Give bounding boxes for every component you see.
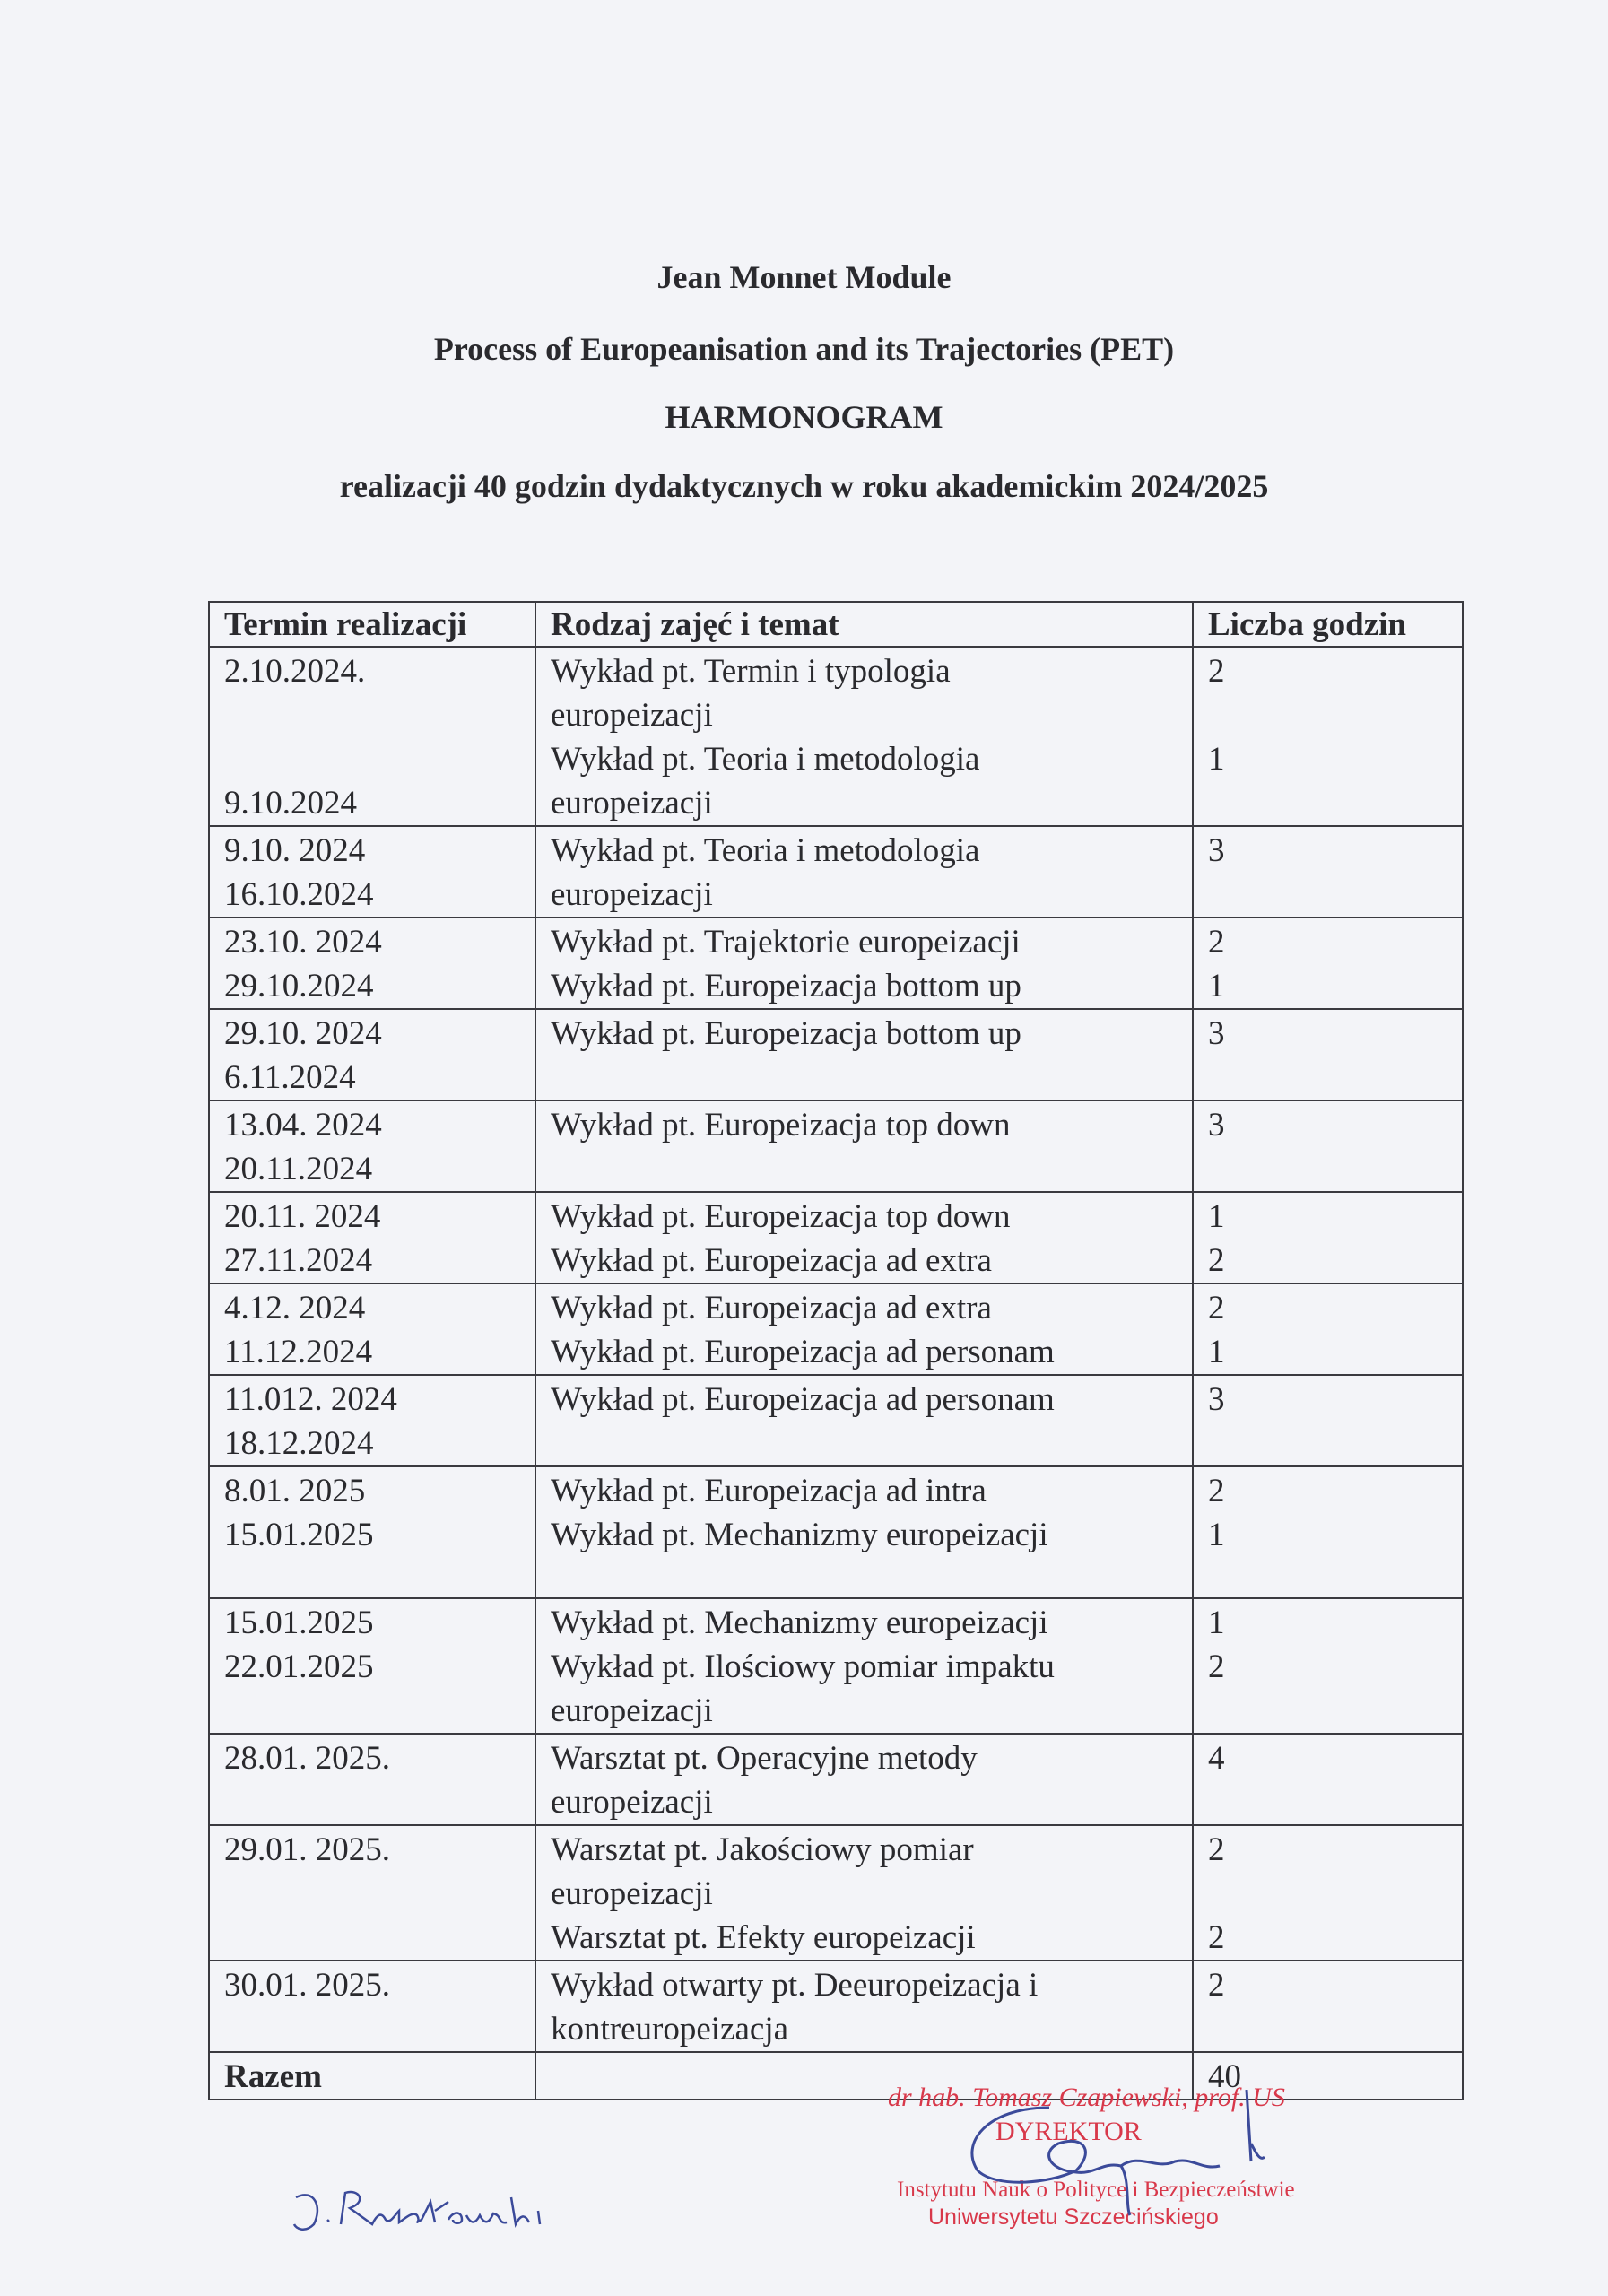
date-cell: 13.04. 2024 20.11.2024 xyxy=(208,1100,536,1193)
date-cell: 29.10. 2024 6.11.2024 xyxy=(208,1008,536,1101)
total-row: Razem 40 xyxy=(208,2051,1464,2100)
document-subtitle: realizacji 40 godzin dydaktycznych w rok… xyxy=(339,468,1269,504)
stamp-name: dr hab. Tomasz Czapiewski, prof. US xyxy=(888,2083,1285,2112)
table-row: 30.01. 2025. Wykład otwarty pt. Deeuropei… xyxy=(208,1960,1464,2053)
date-cell: 8.01. 2025 15.01.2025 xyxy=(208,1465,536,1599)
column-header-hours: Liczba godzin xyxy=(1192,601,1464,648)
stamp-university: Uniwersytetu Szczecińskiego xyxy=(928,2205,1219,2230)
hours-cell: 3 xyxy=(1192,1008,1464,1101)
table-row: 15.01.2025 22.01.2025 Wykład pt. Mechaniz… xyxy=(208,1597,1464,1735)
topic-cell: Warsztat pt. Operacyjne metody europeiza… xyxy=(535,1733,1194,1826)
topic-cell: Wykład pt. Europeizacja ad extra Wykład … xyxy=(535,1283,1194,1376)
topic-cell: Wykład pt. Europeizacja ad intra Wykład … xyxy=(535,1465,1194,1599)
column-header-topic: Rodzaj zajęć i temat xyxy=(535,601,1194,648)
director-signature xyxy=(970,2090,1266,2216)
topic-cell: Wykład otwarty pt. Deeuropeizacja i kont… xyxy=(535,1960,1194,2053)
table-row: 11.012. 2024 18.12.2024 Wykład pt. Europe… xyxy=(208,1374,1464,1467)
hours-cell: 1 2 xyxy=(1192,1597,1464,1735)
stamp-institute: Instytutu Nauk o Polityce i Bezpieczeńst… xyxy=(897,2178,1295,2202)
total-hours: 40 xyxy=(1192,2051,1464,2100)
date-cell: 15.01.2025 22.01.2025 xyxy=(208,1597,536,1735)
date-cell: 20.11. 2024 27.11.2024 xyxy=(208,1191,536,1284)
project-title: Process of Europeanisation and its Traje… xyxy=(433,331,1175,367)
date-cell: 2.10.2024. 9.10.2024 xyxy=(208,646,536,827)
table-row: 2.10.2024. 9.10.2024 Wykład pt. Termin i … xyxy=(208,646,1464,827)
date-cell: 23.10. 2024 29.10.2024 xyxy=(208,917,536,1010)
topic-cell: Wykład pt. Europeizacja bottom up xyxy=(535,1008,1194,1101)
lecturer-signature xyxy=(292,2190,542,2231)
date-cell: 9.10. 2024 16.10.2024 xyxy=(208,825,536,918)
date-cell: 28.01. 2025. xyxy=(208,1733,536,1826)
table-row: 29.10. 2024 6.11.2024 Wykład pt. Europeiz… xyxy=(208,1008,1464,1101)
topic-cell: Wykład pt. Europeizacja top down Wykład … xyxy=(535,1191,1194,1284)
table-row: 20.11. 2024 27.11.2024 Wykład pt. Europei… xyxy=(208,1191,1464,1284)
document-title: HARMONOGRAM xyxy=(665,399,943,435)
schedule-table: Termin realizacji Rodzaj zajęć i temat L… xyxy=(208,601,1464,2100)
table-row: 13.04. 2024 20.11.2024 Wykład pt. Europei… xyxy=(208,1100,1464,1193)
date-cell: 29.01. 2025. xyxy=(208,1824,536,1961)
topic-cell: Wykład pt. Europeizacja ad personam xyxy=(535,1374,1194,1467)
hours-cell: 1 2 xyxy=(1192,1191,1464,1284)
date-cell: 11.012. 2024 18.12.2024 xyxy=(208,1374,536,1467)
total-label: Razem xyxy=(208,2051,536,2100)
hours-cell: 3 xyxy=(1192,1100,1464,1193)
table-row: 9.10. 2024 16.10.2024 Wykład pt. Teoria i… xyxy=(208,825,1464,918)
hours-cell: 3 xyxy=(1192,1374,1464,1467)
date-cell: 4.12. 2024 11.12.2024 xyxy=(208,1283,536,1376)
topic-cell: Wykład pt. Mechanizmy europeizacji Wykła… xyxy=(535,1597,1194,1735)
table-row: 8.01. 2025 15.01.2025 Wykład pt. Europeiz… xyxy=(208,1465,1464,1599)
total-topic xyxy=(535,2051,1194,2100)
hours-cell: 2 1 xyxy=(1192,646,1464,827)
date-cell: 30.01. 2025. xyxy=(208,1960,536,2053)
table-row: 4.12. 2024 11.12.2024 Wykład pt. Europeiz… xyxy=(208,1283,1464,1376)
topic-cell: Wykład pt. Trajektorie europeizacji Wykł… xyxy=(535,917,1194,1010)
topic-cell: Warsztat pt. Jakościowy pomiar europeiza… xyxy=(535,1824,1194,1961)
table-row: 23.10. 2024 29.10.2024 Wykład pt. Trajekt… xyxy=(208,917,1464,1010)
hours-cell: 2 1 xyxy=(1192,1465,1464,1599)
hours-cell: 2 2 xyxy=(1192,1824,1464,1961)
table-header-row: Termin realizacji Rodzaj zajęć i temat L… xyxy=(208,601,1464,648)
module-title: Jean Monnet Module xyxy=(656,259,952,295)
hours-cell: 2 1 xyxy=(1192,1283,1464,1376)
table-row: 29.01. 2025. Warsztat pt. Jakościowy pomi… xyxy=(208,1824,1464,1961)
topic-cell: Wykład pt. Teoria i metodologia europeiz… xyxy=(535,825,1194,918)
topic-cell: Wykład pt. Termin i typologia europeizac… xyxy=(535,646,1194,827)
hours-cell: 2 1 xyxy=(1192,917,1464,1010)
table-row: 28.01. 2025. Warsztat pt. Operacyjne meto… xyxy=(208,1733,1464,1826)
topic-cell: Wykład pt. Europeizacja top down xyxy=(535,1100,1194,1193)
hours-cell: 3 xyxy=(1192,825,1464,918)
column-header-date: Termin realizacji xyxy=(208,601,536,648)
hours-cell: 4 xyxy=(1192,1733,1464,1826)
hours-cell: 2 xyxy=(1192,1960,1464,2053)
